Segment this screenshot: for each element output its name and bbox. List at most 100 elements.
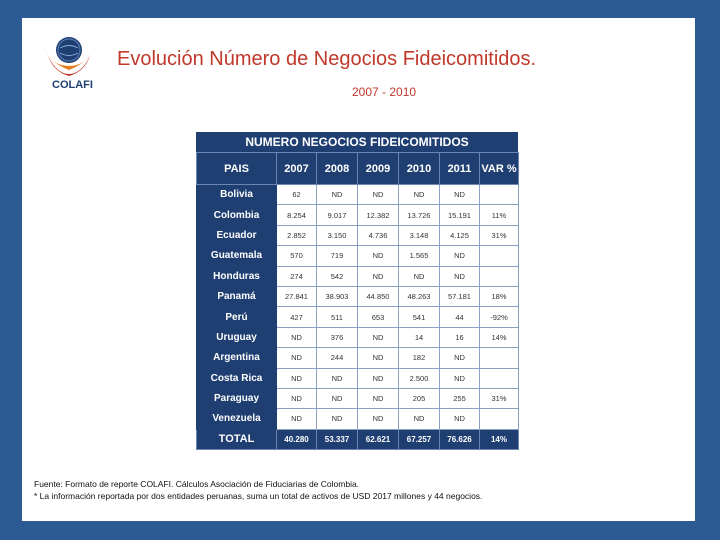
colafi-logo: COLAFI xyxy=(38,30,100,94)
country-cell: Venezuela xyxy=(196,408,277,430)
value-cell xyxy=(479,183,519,206)
table-row: Panamá 27.841 38.903 44.850 48.263 57.181 18% xyxy=(196,285,519,308)
value-cell: 27.841 xyxy=(276,285,317,308)
value-cell xyxy=(479,347,519,369)
table-row: Guatemala 570 719 ND 1.565 ND xyxy=(196,245,519,267)
table-header-row: PAIS 2007 2008 2009 2010 2011 VAR % xyxy=(196,152,519,185)
value-cell: 376 xyxy=(316,326,358,349)
table-row: Honduras 274 542 ND ND ND xyxy=(196,265,519,287)
negocios-table: NUMERO NEGOCIOS FIDEICOMITIDOS PAIS 2007… xyxy=(196,132,519,451)
country-cell: Panamá xyxy=(196,285,277,308)
value-cell: ND xyxy=(316,367,358,389)
value-cell: 57.181 xyxy=(439,285,480,308)
footer-source: Fuente: Formato de reporte COLAFI. Cálcu… xyxy=(34,479,360,489)
value-cell: 4.736 xyxy=(357,224,399,247)
table-row: Bolivia 62 ND ND ND ND xyxy=(196,183,519,206)
header-var: VAR % xyxy=(479,152,519,185)
value-cell xyxy=(479,245,519,267)
country-cell: Paraguay xyxy=(196,387,277,410)
value-cell: ND xyxy=(316,408,358,430)
value-cell: ND xyxy=(316,387,358,410)
page-title: Evolución Número de Negocios Fideicomiti… xyxy=(117,48,537,70)
value-cell: 13.726 xyxy=(398,204,440,226)
value-cell: ND xyxy=(276,367,317,389)
value-cell: 44.850 xyxy=(357,285,399,308)
value-cell: ND xyxy=(357,367,399,389)
value-cell: ND xyxy=(439,183,480,206)
value-cell: 2.852 xyxy=(276,224,317,247)
value-cell: ND xyxy=(357,387,399,410)
footer-notes: Fuente: Formato de reporte COLAFI. Cálcu… xyxy=(34,478,482,502)
table-row: Uruguay ND 376 ND 14 16 14% xyxy=(196,326,519,349)
value-cell: 53.337 xyxy=(316,428,358,451)
country-cell: Ecuador xyxy=(196,224,277,247)
header-pais: PAIS xyxy=(196,152,277,185)
value-cell: 205 xyxy=(398,387,440,410)
value-cell: 16 xyxy=(439,326,480,349)
value-cell: ND xyxy=(398,183,440,206)
page-subtitle: 2007 - 2010 xyxy=(352,85,417,99)
value-cell: 255 xyxy=(439,387,480,410)
country-cell: Guatemala xyxy=(196,245,277,267)
table-row: Ecuador 2.852 3.150 4.736 3.148 4.125 31% xyxy=(196,224,519,247)
value-cell: 3.150 xyxy=(316,224,358,247)
country-cell: Perú xyxy=(196,306,277,328)
value-cell: 8.254 xyxy=(276,204,317,226)
value-cell: 182 xyxy=(398,347,440,369)
table-row: Perú 427 511 653 541 44 -92% xyxy=(196,306,519,328)
header-2007: 2007 xyxy=(276,152,317,185)
country-cell: Argentina xyxy=(196,347,277,369)
value-cell: 76.626 xyxy=(439,428,480,451)
value-cell: 18% xyxy=(479,285,519,308)
value-cell: 3.148 xyxy=(398,224,440,247)
value-cell xyxy=(479,408,519,430)
value-cell: 15.191 xyxy=(439,204,480,226)
country-cell: Bolivia xyxy=(196,183,277,206)
table-row: Costa Rica ND ND ND 2.500 ND xyxy=(196,367,519,389)
value-cell: ND xyxy=(357,408,399,430)
value-cell: -92% xyxy=(479,306,519,328)
value-cell: ND xyxy=(439,367,480,389)
value-cell: 38.903 xyxy=(316,285,358,308)
value-cell: 31% xyxy=(479,224,519,247)
value-cell: ND xyxy=(316,183,358,206)
table-body: Bolivia 62 ND ND ND ND Colombia 8.254 9.017 12.38… xyxy=(196,183,519,451)
table-row: Paraguay ND ND ND 205 255 31% xyxy=(196,387,519,410)
table-total-row: TOTAL 40.280 53.337 62.621 67.257 76.626 14% xyxy=(196,428,519,451)
slide: COLAFI Evolución Número de Negocios Fide… xyxy=(22,18,695,521)
value-cell: 44 xyxy=(439,306,480,328)
value-cell: 67.257 xyxy=(398,428,440,451)
country-cell: Uruguay xyxy=(196,326,277,349)
header-2010: 2010 xyxy=(398,152,440,185)
value-cell: 62 xyxy=(276,183,317,206)
country-cell: TOTAL xyxy=(196,428,277,451)
value-cell: ND xyxy=(357,245,399,267)
value-cell: 14 xyxy=(398,326,440,349)
value-cell: 62.621 xyxy=(357,428,399,451)
table-row: Colombia 8.254 9.017 12.382 13.726 15.191 11% xyxy=(196,204,519,226)
value-cell: 1.565 xyxy=(398,245,440,267)
value-cell: ND xyxy=(276,387,317,410)
value-cell: 2.500 xyxy=(398,367,440,389)
value-cell: 9.017 xyxy=(316,204,358,226)
header-2011: 2011 xyxy=(439,152,480,185)
value-cell: ND xyxy=(398,408,440,430)
value-cell: 511 xyxy=(316,306,358,328)
footer-note: * La información reportada por dos entid… xyxy=(34,491,483,501)
value-cell: 542 xyxy=(316,265,358,287)
value-cell: ND xyxy=(357,265,399,287)
value-cell: ND xyxy=(439,408,480,430)
header-2008: 2008 xyxy=(316,152,358,185)
value-cell: 11% xyxy=(479,204,519,226)
value-cell: ND xyxy=(276,326,317,349)
value-cell: ND xyxy=(276,347,317,369)
country-cell: Costa Rica xyxy=(196,367,277,389)
value-cell: ND xyxy=(439,245,480,267)
table-row: Argentina ND 244 ND 182 ND xyxy=(196,347,519,369)
value-cell: 570 xyxy=(276,245,317,267)
value-cell: 14% xyxy=(479,326,519,349)
value-cell: 48.263 xyxy=(398,285,440,308)
table-row: Venezuela ND ND ND ND ND xyxy=(196,408,519,430)
value-cell xyxy=(479,265,519,287)
country-cell: Honduras xyxy=(196,265,277,287)
